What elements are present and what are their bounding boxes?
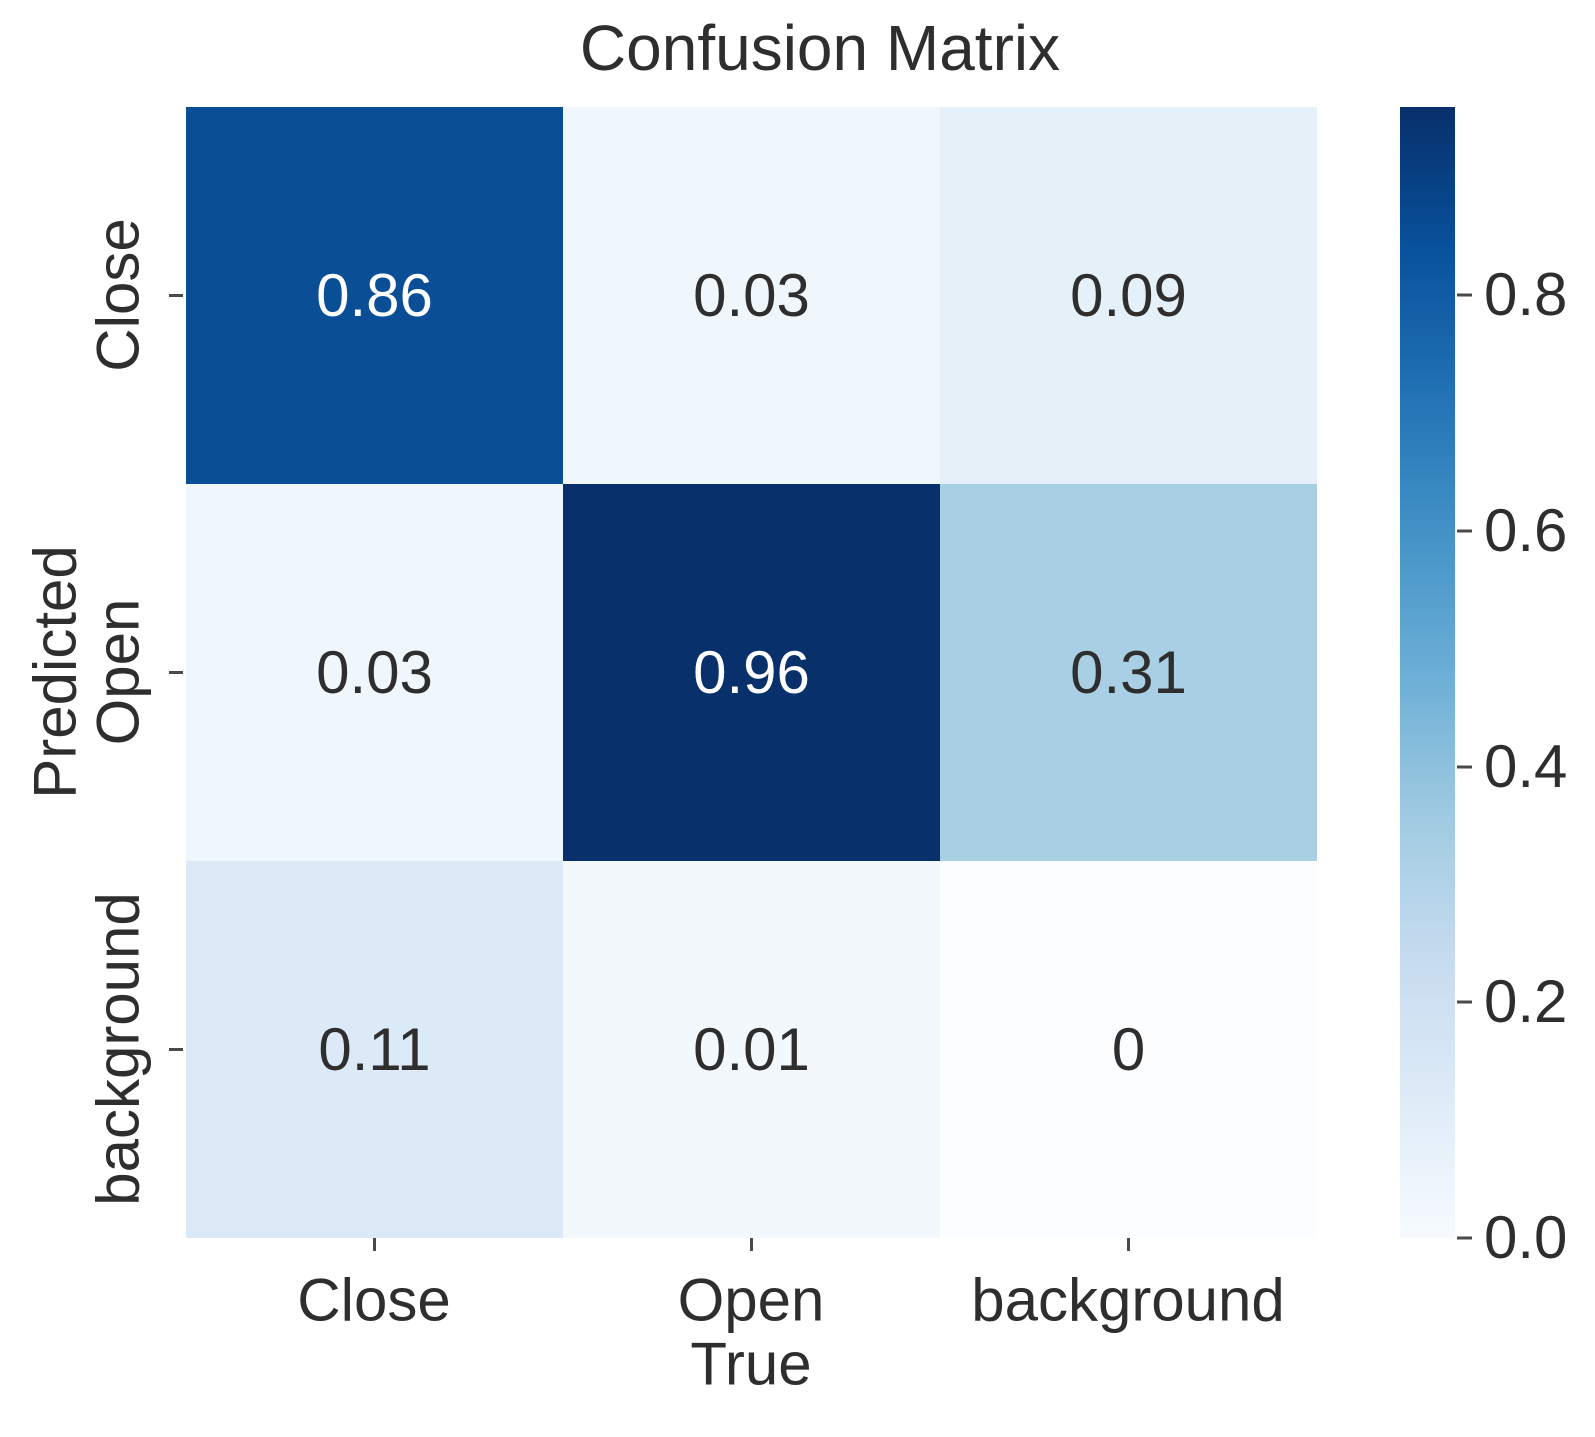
y-tick-mark (169, 294, 183, 297)
x-tick-mark (750, 1238, 753, 1251)
x-tick-mark (1127, 1238, 1130, 1251)
y-axis-label: Predicted (21, 545, 89, 799)
col-label-background: background (971, 1266, 1285, 1334)
row-label-close: Close (84, 218, 152, 372)
heatmap-grid: 0.86 0.03 0.09 0.03 0.96 0.31 0.11 0.01 … (186, 107, 1317, 1238)
heatmap-cell-r2c0: 0.11 (186, 861, 563, 1238)
heatmap-cell-r1c1: 0.96 (563, 484, 940, 861)
row-label-background: background (84, 892, 152, 1206)
y-tick-mark (169, 1048, 183, 1051)
colorbar-tick-mark (1457, 765, 1472, 769)
colorbar-tick-mark (1457, 293, 1472, 297)
colorbar-tick-label: 0.8 (1484, 261, 1568, 328)
colorbar-tick-label: 0.2 (1484, 968, 1568, 1035)
colorbar (1400, 107, 1455, 1238)
x-axis-label: True (690, 1330, 812, 1398)
chart-title: Confusion Matrix (579, 12, 1061, 84)
colorbar-tick-mark (1457, 1000, 1472, 1004)
row-label-open: Open (84, 598, 152, 746)
heatmap-cell-r1c2: 0.31 (940, 484, 1317, 861)
colorbar-tick-label: 0.4 (1484, 733, 1568, 800)
y-tick-mark (169, 671, 183, 674)
heatmap-cell-r2c2: 0 (940, 861, 1317, 1238)
colorbar-tick-mark (1457, 529, 1472, 533)
col-label-close: Close (297, 1266, 451, 1334)
heatmap-cell-r0c0: 0.86 (186, 107, 563, 484)
colorbar-tick-label: 0.0 (1484, 1204, 1568, 1271)
heatmap-cell-r1c0: 0.03 (186, 484, 563, 861)
heatmap-cell-r0c1: 0.03 (563, 107, 940, 484)
col-label-open: Open (677, 1266, 825, 1334)
heatmap-cell-r0c2: 0.09 (940, 107, 1317, 484)
heatmap-cell-r2c1: 0.01 (563, 861, 940, 1238)
colorbar-tick-label: 0.6 (1484, 497, 1568, 564)
x-tick-mark (373, 1238, 376, 1251)
colorbar-tick-mark (1457, 1236, 1472, 1240)
